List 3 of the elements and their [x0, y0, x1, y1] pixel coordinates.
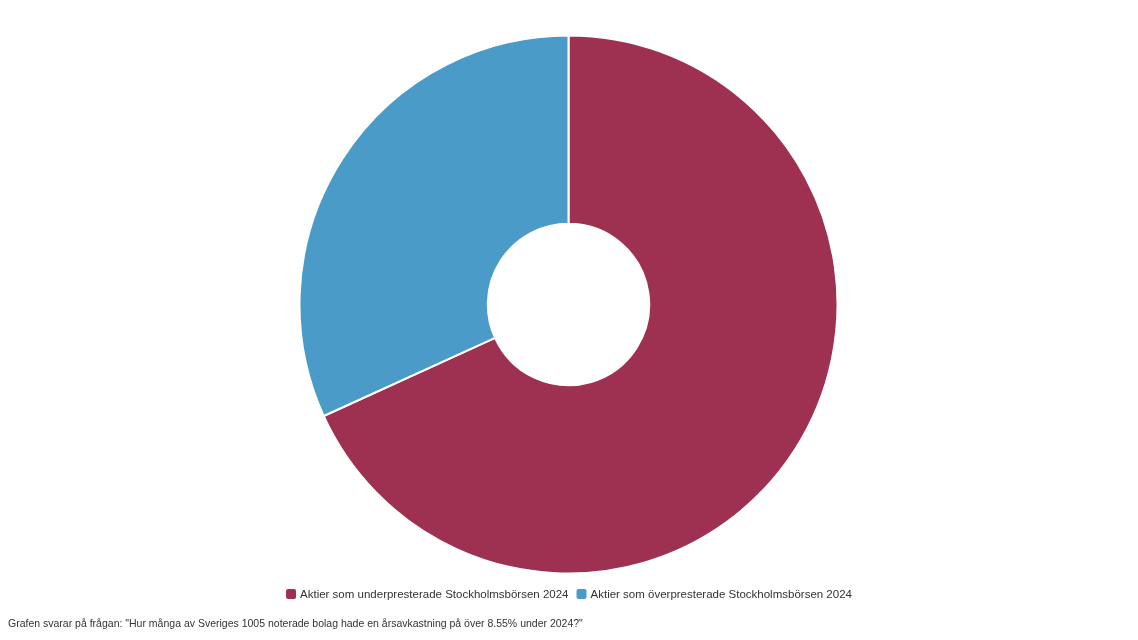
legend-label: Aktier som överpresterade Stockholmsbörsen 2024	[590, 588, 853, 601]
legend-label: Aktier som underpresterade Stockholmsbörsen 2024	[300, 588, 570, 601]
text: Grafen svarar på frågan: "Hur många av Sveriges 1005 noterade bolag hade en årsavkastning på över 8.55% under 2024?"	[8, 616, 584, 629]
